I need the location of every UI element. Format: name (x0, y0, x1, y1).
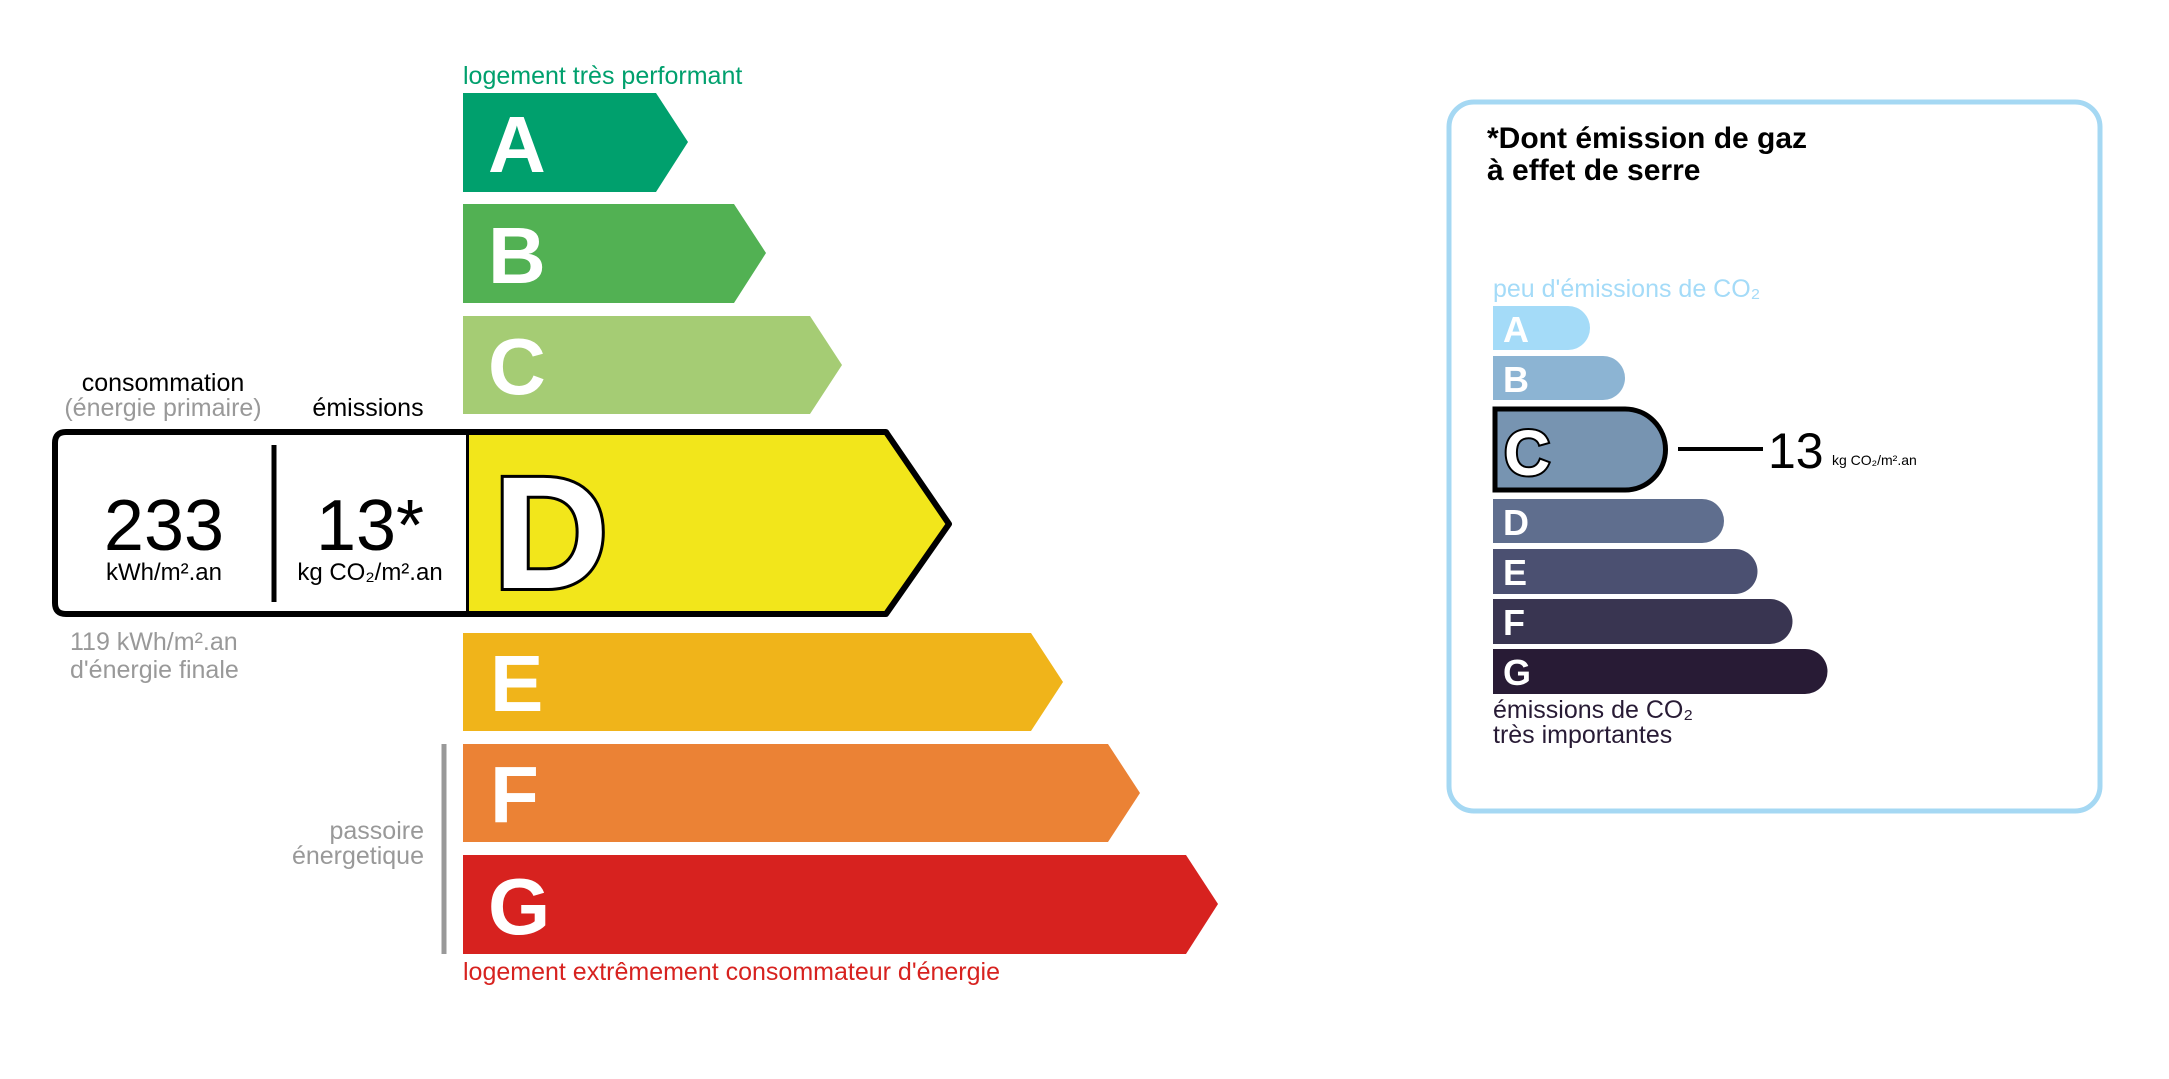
ges-letter: D (1503, 502, 1529, 543)
emissions-value: 13* (316, 486, 424, 566)
current-class-letter: D (493, 443, 609, 622)
top-caption: logement très performant (463, 62, 742, 90)
class-letter: A (488, 100, 546, 189)
ges-title-1: *Dont émission de gaz (1487, 122, 1807, 155)
consumption-subheader: (énergie primaire) (64, 394, 261, 422)
final-energy-value: 119 kWh/m².an (70, 628, 238, 656)
class-bar-e: E (463, 633, 1063, 731)
ges-top-caption: peu d'émissions de CO₂ (1493, 275, 1760, 303)
consumption-unit: kWh/m².an (106, 559, 222, 586)
ges-letter: A (1503, 309, 1529, 350)
current-class-d: D (52, 429, 952, 625)
ges-title-2: à effet de serre (1487, 154, 1700, 187)
final-energy-label: d'énergie finale (70, 656, 239, 684)
ges-letter: F (1503, 602, 1525, 643)
ges-unit: kg CO₂/m².an (1832, 452, 1917, 468)
emissions-header: émissions (312, 394, 423, 422)
ges-bar-a: A (1493, 306, 1590, 350)
class-bar-b: B (463, 204, 766, 303)
class-bar-a: A (463, 93, 688, 192)
ges-bottom-caption-1: émissions de CO₂ (1493, 696, 1693, 724)
consumption-header: consommation (82, 369, 245, 397)
ges-bar-e: E (1493, 549, 1758, 594)
ges-bar-g: G (1493, 649, 1828, 694)
class-letter: B (488, 211, 546, 300)
passoire-label-2: énergetique (292, 842, 424, 870)
consumption-value: 233 (104, 486, 224, 566)
ges-bar-b: B (1493, 356, 1625, 400)
ges-bottom-caption-2: très importantes (1493, 721, 1672, 749)
ges-value: 13 (1768, 423, 1824, 479)
ges-current-class-c: C (1492, 406, 1668, 493)
ges-letter: G (1503, 652, 1531, 693)
ges-letter: E (1503, 552, 1527, 593)
ges-bar-f: F (1493, 599, 1793, 644)
class-letter: F (490, 750, 539, 839)
class-bar-f: F (463, 744, 1140, 842)
class-letter: G (488, 862, 550, 951)
passoire-label-1: passoire (330, 817, 425, 845)
emissions-unit: kg CO₂/m².an (297, 559, 442, 586)
ges-bar-d: D (1493, 499, 1724, 543)
class-bar-g: G (463, 855, 1218, 954)
class-bar-c: C (463, 316, 842, 414)
class-letter: E (490, 639, 543, 728)
ges-letter: B (1503, 359, 1529, 400)
bottom-caption: logement extrêmement consommateur d'éner… (463, 958, 1000, 986)
ges-current-letter: C (1504, 417, 1550, 489)
class-letter: C (488, 322, 546, 411)
